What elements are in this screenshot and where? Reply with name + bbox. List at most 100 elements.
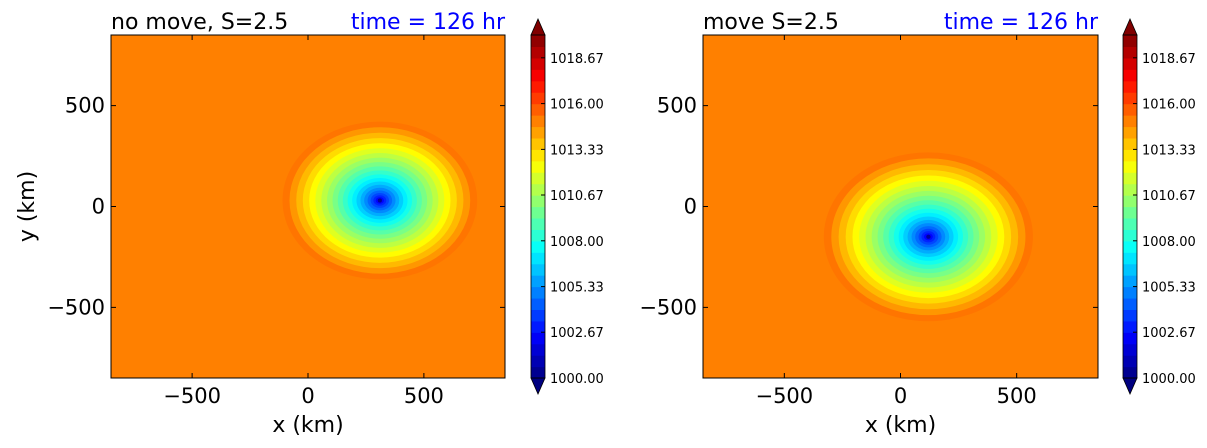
colorbar-tick-label: 1005.33 bbox=[550, 281, 604, 296]
colorbar-segment bbox=[531, 80, 545, 93]
x-tick-label: 0 bbox=[301, 384, 314, 408]
colorbar: 1000.00 1002.67 1005.33 1008.00 1010.67 1013.… bbox=[530, 18, 604, 395]
colorbar-segment bbox=[1123, 263, 1137, 276]
colorbar-segment bbox=[531, 217, 545, 230]
x-axis-label: x (km) bbox=[272, 413, 343, 438]
colorbar-segment bbox=[1123, 183, 1137, 196]
colorbar-segment bbox=[531, 206, 545, 219]
colorbar-segment bbox=[1123, 286, 1137, 299]
colorbar-segment bbox=[1123, 320, 1137, 333]
colorbar-segment bbox=[531, 297, 545, 310]
chart-title: no move, S=2.5 bbox=[111, 10, 288, 35]
colorbar-segment bbox=[531, 366, 545, 379]
colorbar-segment bbox=[1123, 343, 1137, 356]
x-tick-label: 500 bbox=[404, 384, 444, 408]
colorbar-segment bbox=[1123, 252, 1137, 265]
panel-2: −500 0 500 −500 0 500 move S=2.5 time = 126 hr x… bbox=[639, 10, 1195, 438]
x-tick-label: 500 bbox=[997, 384, 1037, 408]
colorbar-segment bbox=[1123, 57, 1137, 70]
colorbar-segment bbox=[531, 240, 545, 253]
y-tick-label: 500 bbox=[657, 94, 697, 118]
colorbar-segment bbox=[531, 183, 545, 196]
y-tick-label: 0 bbox=[684, 195, 697, 219]
panel-1: −500 0 500 −500 0 500 no move, S=2.5 time = 126… bbox=[15, 10, 604, 438]
colorbar-segment bbox=[531, 355, 545, 368]
colorbar-segment bbox=[531, 126, 545, 139]
colorbar-segment bbox=[531, 309, 545, 322]
colorbar-segment bbox=[1123, 366, 1137, 379]
colorbar-extend-max bbox=[530, 18, 546, 36]
colorbar-segment bbox=[1123, 240, 1137, 253]
colorbar-segment bbox=[531, 92, 545, 105]
x-tick-label: −500 bbox=[755, 384, 813, 408]
colorbar-segment bbox=[531, 137, 545, 150]
colorbar-segment bbox=[531, 103, 545, 116]
colorbar-segment bbox=[531, 69, 545, 82]
colorbar-tick-label: 1005.33 bbox=[1142, 281, 1196, 296]
colorbar-extend-max bbox=[1122, 18, 1138, 36]
colorbar-segment bbox=[531, 57, 545, 70]
colorbar-segment bbox=[531, 46, 545, 59]
colorbar-segment bbox=[531, 172, 545, 185]
time-label: time = 126 hr bbox=[944, 10, 1099, 35]
colorbar-segment bbox=[1123, 137, 1137, 150]
colorbar-segment bbox=[1123, 297, 1137, 310]
colorbar-segment bbox=[531, 195, 545, 208]
pressure-contours bbox=[823, 152, 1033, 322]
y-tick-label: −500 bbox=[639, 295, 697, 319]
colorbar-segment bbox=[531, 229, 545, 242]
colorbar-tick-label: 1002.67 bbox=[550, 326, 604, 341]
colorbar-segment bbox=[1123, 206, 1137, 219]
colorbar-tick-label: 1016.00 bbox=[550, 98, 604, 113]
colorbar-tick-label: 1000.00 bbox=[1142, 372, 1196, 387]
colorbar-segment bbox=[1123, 332, 1137, 345]
colorbar-frame bbox=[1122, 34, 1138, 379]
colorbar-segment bbox=[531, 35, 545, 48]
x-axis-label: x (km) bbox=[865, 413, 936, 438]
colorbar-segment bbox=[531, 320, 545, 333]
colorbar-segment bbox=[1123, 103, 1137, 116]
colorbar-tick-label: 1008.00 bbox=[1142, 235, 1196, 250]
colorbar-tick-label: 1013.33 bbox=[550, 143, 604, 158]
colorbar-segment bbox=[531, 332, 545, 345]
colorbar-segment bbox=[531, 149, 545, 162]
colorbar-frame bbox=[530, 34, 546, 379]
y-tick-label: −500 bbox=[47, 295, 105, 319]
colorbar-segment bbox=[1123, 160, 1137, 173]
colorbar: 1000.00 1002.67 1005.33 1008.00 1010.67 1013.… bbox=[1122, 18, 1196, 395]
colorbar-segment bbox=[1123, 92, 1137, 105]
colorbar-tick-label: 1002.67 bbox=[1142, 326, 1196, 341]
colorbar-tick-label: 1018.67 bbox=[1142, 52, 1196, 67]
colorbar-segment bbox=[531, 252, 545, 265]
colorbar-extend-min bbox=[1122, 377, 1138, 395]
colorbar-segment bbox=[1123, 69, 1137, 82]
x-tick-label: 0 bbox=[894, 384, 907, 408]
colorbar-segment bbox=[531, 115, 545, 128]
colorbar-segment bbox=[1123, 80, 1137, 93]
colorbar-segment bbox=[1123, 126, 1137, 139]
colorbar-segment bbox=[531, 275, 545, 288]
colorbar-tick-label: 1010.67 bbox=[1142, 189, 1196, 204]
colorbar-segment bbox=[1123, 229, 1137, 242]
chart-title: move S=2.5 bbox=[703, 10, 839, 35]
y-tick-label: 0 bbox=[92, 195, 105, 219]
colorbar-extend-min bbox=[530, 377, 546, 395]
time-label: time = 126 hr bbox=[351, 10, 506, 35]
colorbar-tick-label: 1000.00 bbox=[550, 372, 604, 387]
colorbar-segment bbox=[531, 343, 545, 356]
contour-level bbox=[926, 234, 931, 239]
colorbar-segment bbox=[1123, 172, 1137, 185]
colorbar-tick-label: 1013.33 bbox=[1142, 143, 1196, 158]
pressure-contours bbox=[282, 121, 478, 280]
contour-level bbox=[377, 198, 382, 203]
colorbar-segment bbox=[531, 160, 545, 173]
colorbar-segment bbox=[1123, 46, 1137, 59]
colorbar-tick-label: 1008.00 bbox=[550, 235, 604, 250]
colorbar-segment bbox=[531, 286, 545, 299]
colorbar-segment bbox=[1123, 195, 1137, 208]
y-axis-label: y (km) bbox=[15, 171, 40, 242]
colorbar-segment bbox=[1123, 355, 1137, 368]
colorbar-segment bbox=[531, 263, 545, 276]
colorbar-segment bbox=[1123, 149, 1137, 162]
x-tick-label: −500 bbox=[163, 384, 221, 408]
